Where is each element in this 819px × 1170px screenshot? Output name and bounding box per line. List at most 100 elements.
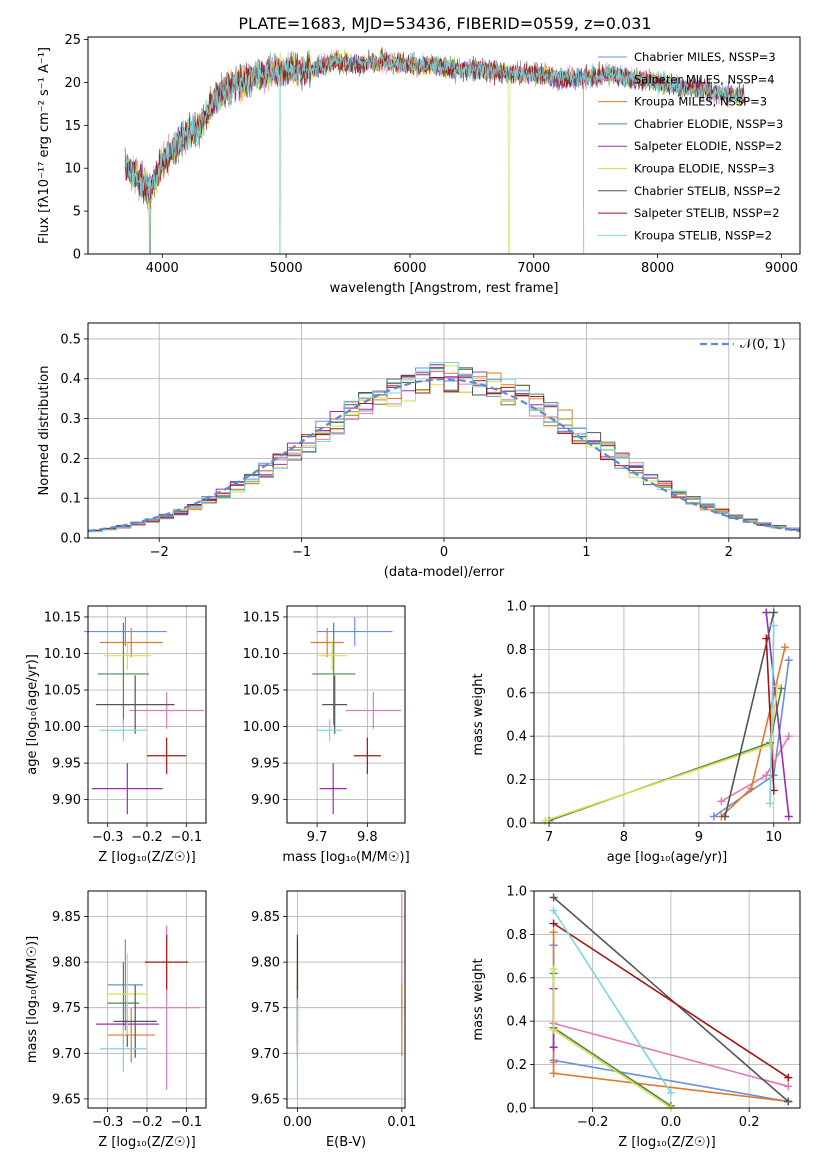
age-vs-Z-ytick-label: 9.95: [52, 757, 81, 772]
mass-vs-Z-xtick-label: −0.3: [92, 1115, 124, 1130]
mass-weight-vs-age-point-marker: [766, 799, 775, 808]
spectrum-ytick-label: 5: [73, 205, 81, 220]
mass-weight-vs-age-ylabel: mass weight: [471, 673, 486, 755]
mass-weight-vs-Z-frame: [533, 890, 801, 1109]
mass-weight-vs-age-xtick-label: 8: [620, 830, 628, 845]
age-vs-Z-ytick-label: 10.00: [44, 720, 81, 735]
mass-weight-vs-Z-point-marker: [549, 893, 558, 902]
mass-weight-vs-age-point-marker: [769, 608, 778, 617]
age-vs-Z-ytick-label: 10.10: [44, 647, 81, 662]
age-vs-mass-ytick-label: 10.00: [243, 720, 280, 735]
age-vs-Z-xtick-label: −0.3: [92, 830, 124, 845]
residuals-ylabel: Normed distribution: [37, 366, 52, 496]
mass-weight-vs-Z-point-marker: [784, 1082, 793, 1091]
mass-weight-vs-age-point-marker: [784, 732, 793, 741]
mass-vs-ebv-ytick-label: 9.85: [251, 910, 280, 925]
mass-vs-ebv-ytick-label: 9.80: [251, 956, 280, 971]
mass-weight-vs-Z-series-line: [552, 910, 672, 1094]
spectrum-series-line: [124, 50, 745, 254]
spectrum-legend-label: Chabrier STELIB, NSSP=2: [634, 184, 781, 198]
residuals-ytick-label: 0.3: [60, 412, 81, 427]
mass-vs-Z-ytick-label: 9.75: [52, 1001, 81, 1016]
mass-weight-vs-Z-point-marker: [549, 1069, 558, 1078]
mass-weight-vs-age-ytick-label: 0.6: [506, 686, 527, 701]
mass-vs-ebv-ytick-label: 9.75: [251, 1001, 280, 1016]
mass-weight-vs-age-point-marker: [747, 784, 756, 793]
mass-weight-vs-age-series-line: [548, 688, 783, 822]
residuals-ytick-label: 0.4: [60, 372, 81, 387]
mass-weight-vs-Z-ytick-label: 0.0: [506, 1102, 527, 1117]
spectrum-xtick-label: 4000: [146, 261, 179, 276]
residuals-ytick-label: 0.1: [60, 492, 81, 507]
age-vs-mass-ytick-label: 10.15: [243, 610, 280, 625]
mass-weight-vs-age-ytick-label: 0.2: [506, 773, 527, 788]
mass-weight-vs-age-xtick-label: 7: [545, 830, 553, 845]
residuals-xtick-label: −1: [292, 545, 311, 560]
mass-weight-vs-age-series-line: [769, 625, 775, 804]
residuals-xtick-label: 1: [582, 545, 590, 560]
spectrum-ylabel: Flux [fλ10⁻¹⁷ erg cm⁻² s⁻¹ A⁻¹]: [37, 47, 52, 244]
spectrum-legend-label: Salpeter STELIB, NSSP=2: [634, 206, 780, 220]
spectrum-xtick-label: 5000: [270, 261, 303, 276]
mass-weight-vs-Z-point-marker: [666, 1088, 675, 1097]
mass-weight-vs-age-series-line: [765, 612, 790, 817]
spectrum-legend-label: Kroupa STELIB, NSSP=2: [634, 228, 772, 242]
mass-weight-vs-age-xlabel: age [log₁₀(age/yr)]: [607, 850, 728, 865]
residuals-ytick-label: 0.0: [60, 532, 81, 547]
age-vs-mass-xtick-label: 9.8: [357, 830, 378, 845]
mass-vs-ebv-frame: [286, 890, 406, 1109]
mass-vs-ebv-xtick-label: 0.01: [387, 1115, 416, 1130]
mass-weight-vs-Z-xtick-label: 0.2: [739, 1115, 760, 1130]
mass-weight-vs-Z-series-line: [553, 922, 789, 1079]
mass-weight-vs-age-point-marker: [769, 621, 778, 630]
residuals-frame: [87, 322, 801, 539]
mass-vs-Z-ytick-label: 9.80: [52, 956, 81, 971]
mass-vs-Z-ytick-label: 9.65: [52, 1092, 81, 1107]
spectrum-xtick-label: 6000: [393, 261, 426, 276]
mass-weight-vs-Z-ytick-label: 0.6: [506, 971, 527, 986]
mass-vs-Z-xlabel: Z [log₁₀(Z/Z☉)]: [98, 1135, 195, 1150]
figure-title: PLATE=1683, MJD=53436, FIBERID=0559, z=0…: [238, 14, 651, 33]
mass-weight-vs-Z-xtick-label: 0.0: [661, 1115, 682, 1130]
spectrum-legend-label: Salpeter ELODIE, NSSP=2: [634, 139, 782, 153]
mass-weight-vs-Z-series-line: [553, 896, 789, 1103]
mass-weight-vs-Z-point-marker: [549, 906, 558, 915]
mass-weight-vs-age-xtick-label: 10: [766, 830, 783, 845]
age-vs-Z-ytick-label: 10.05: [44, 684, 81, 699]
mass-weight-vs-age-xtick-label: 9: [695, 830, 703, 845]
mass-weight-vs-Z-point-marker: [549, 928, 558, 937]
age-vs-Z-ylabel: age [log₁₀(age/yr)]: [25, 654, 40, 775]
age-vs-mass-ytick-label: 9.90: [251, 793, 280, 808]
residuals-normal-curve: [88, 378, 800, 533]
mass-weight-vs-age-point-marker: [717, 797, 726, 806]
mass-weight-vs-age-point-marker: [762, 634, 771, 643]
mass-weight-vs-age-point-marker: [766, 740, 775, 749]
residuals-ytick-label: 0.5: [60, 332, 81, 347]
mass-weight-vs-Z-point-marker: [549, 1025, 558, 1034]
age-vs-Z-frame: [87, 605, 207, 824]
mass-weight-vs-age-point-marker: [773, 682, 782, 691]
spectrum-lines: [124, 47, 745, 254]
mass-weight-vs-age-point-marker: [541, 816, 550, 825]
mass-weight-vs-age-point-marker: [762, 771, 771, 780]
mass-vs-Z-xtick-label: −0.1: [171, 1115, 203, 1130]
spectrum-ytick-label: 10: [64, 162, 81, 177]
mass-weight-vs-Z-point-marker: [549, 919, 558, 928]
mass-weight-vs-age-series-line: [724, 612, 775, 817]
age-vs-mass-ytick-label: 10.05: [243, 684, 280, 699]
mass-weight-vs-age-point-marker: [721, 812, 730, 821]
mass-weight-vs-Z-ytick-label: 0.4: [506, 1015, 527, 1030]
mass-weight-vs-Z-point-marker: [549, 965, 558, 974]
spectrum-legend-label: Salpeter MILES, NSSP=4: [634, 72, 775, 86]
mass-weight-vs-age-point-marker: [762, 608, 771, 617]
age-vs-Z-ytick-label: 9.90: [52, 793, 81, 808]
mass-weight-vs-Z-point-marker: [549, 1043, 558, 1052]
mass-weight-vs-Z-ylabel: mass weight: [471, 958, 486, 1040]
residuals-xtick-label: 0: [440, 545, 448, 560]
residuals-xlabel: (data-model)/error: [384, 565, 505, 580]
mass-weight-vs-age-frame: [533, 605, 801, 824]
mass-weight-vs-Z-ytick-label: 1.0: [506, 885, 527, 900]
mass-vs-ebv-ytick-label: 9.70: [251, 1047, 280, 1062]
mass-weight-vs-age-series-line: [765, 638, 775, 791]
mass-vs-Z-ytick-label: 9.85: [52, 910, 81, 925]
